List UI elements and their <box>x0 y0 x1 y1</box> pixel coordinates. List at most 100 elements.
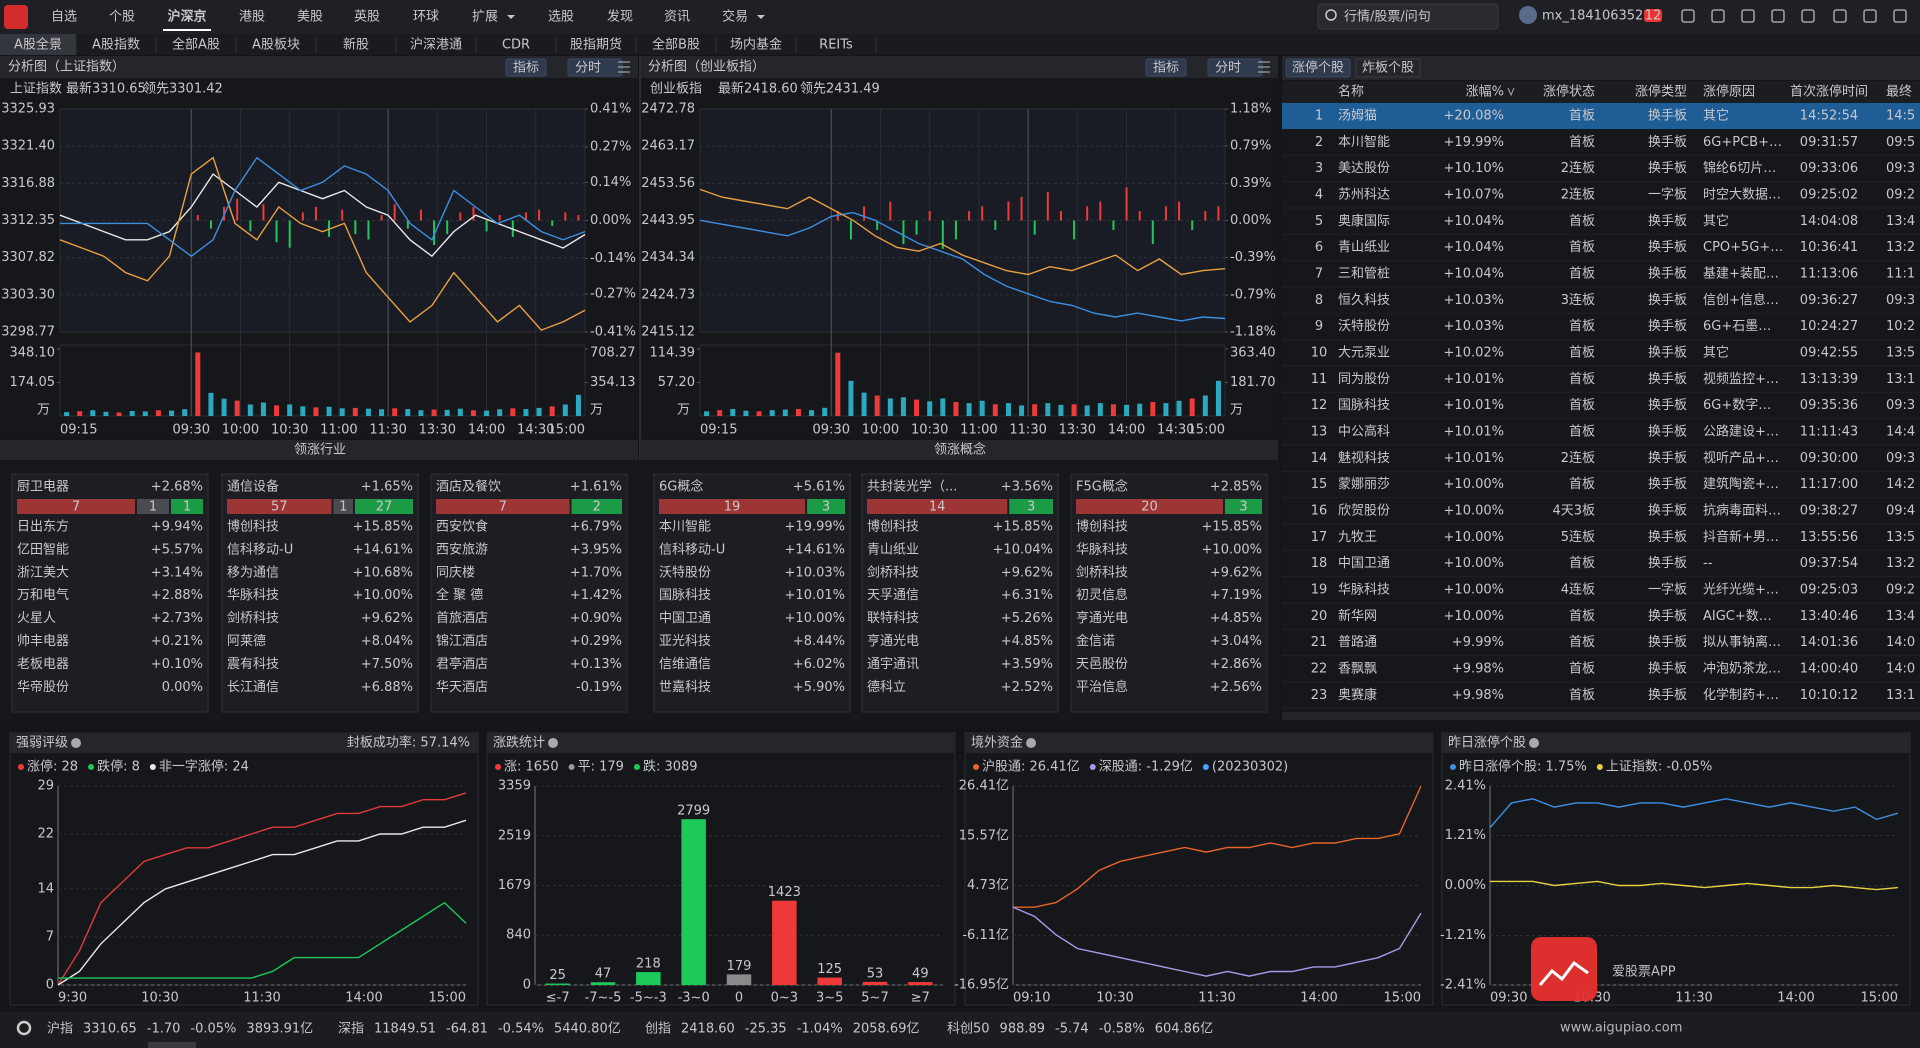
stock-name[interactable]: 世嘉科技 <box>659 680 711 695</box>
stock-name[interactable]: 华脉科技 <box>1076 542 1128 557</box>
index-name[interactable]: 沪指 <box>47 1021 73 1037</box>
stock-name[interactable]: 亨通光电 <box>1076 610 1128 626</box>
nav-item[interactable]: 美股 <box>297 10 323 25</box>
column-header[interactable]: 名称 <box>1338 84 1364 100</box>
index-name[interactable]: 深指 <box>338 1022 364 1037</box>
column-header[interactable]: 最终 <box>1886 84 1912 100</box>
stock-name[interactable]: 日出东方 <box>17 519 69 535</box>
tab[interactable]: REITs <box>819 38 853 53</box>
toolbar-icon[interactable] <box>1771 9 1785 23</box>
stock-name[interactable]: 博创科技 <box>867 520 919 535</box>
panel-button[interactable] <box>1145 58 1187 77</box>
toolbar-icon[interactable] <box>1893 9 1907 23</box>
column-header[interactable]: 首次涨停时间 <box>1790 84 1868 100</box>
stock-name[interactable]: 长江通信 <box>227 680 279 695</box>
stock-name[interactable]: 恒久科技 <box>1338 293 1390 308</box>
stock-name[interactable]: 汤姆猫 <box>1338 109 1377 124</box>
stock-name[interactable]: 苏州科达 <box>1338 186 1390 202</box>
nav-item[interactable]: 扩展 <box>472 10 498 25</box>
info-icon[interactable] <box>548 738 559 748</box>
tab[interactable]: A股板块 <box>252 38 300 53</box>
stock-name[interactable]: 火星人 <box>17 611 56 626</box>
stock-name[interactable]: 万和电气 <box>17 587 69 603</box>
stock-name[interactable]: 欣贺股份 <box>1338 503 1390 518</box>
nav-item[interactable]: 环球 <box>413 10 439 25</box>
stock-name[interactable]: 君亭酒店 <box>436 656 488 672</box>
table-tab-label[interactable]: 涨停个股 <box>1292 60 1344 76</box>
stock-name[interactable]: 华天酒店 <box>436 680 488 695</box>
stock-name[interactable]: 移为通信 <box>227 565 279 580</box>
stock-name[interactable]: 本川智能 <box>1338 135 1390 150</box>
stock-name[interactable]: 青山纸业 <box>1338 240 1390 255</box>
panel-button-label[interactable]: 指标 <box>1153 61 1179 76</box>
stock-name[interactable]: 帅丰电器 <box>17 634 69 649</box>
stock-name[interactable]: 中国卫通 <box>659 611 711 626</box>
index-name[interactable]: 科创50 <box>947 1022 990 1037</box>
stock-name[interactable]: 同庆楼 <box>436 565 475 580</box>
menu-icon[interactable] <box>1258 61 1270 73</box>
stock-name[interactable]: 三和管桩 <box>1338 266 1390 281</box>
info-icon[interactable] <box>1026 738 1037 748</box>
stock-name[interactable]: 平治信息 <box>1076 679 1128 695</box>
stock-name[interactable]: 剑桥科技 <box>227 610 279 626</box>
stock-name[interactable]: 魅视科技 <box>1338 451 1390 466</box>
tab[interactable]: 股指期货 <box>570 37 622 53</box>
stock-name[interactable]: 美达股份 <box>1338 161 1390 176</box>
stock-name[interactable]: 沃特股份 <box>659 565 711 580</box>
stock-name[interactable]: 西安旅游 <box>436 542 488 557</box>
stock-name[interactable]: 香飘飘 <box>1338 661 1377 676</box>
stock-name[interactable]: 天邑股份 <box>1076 657 1128 672</box>
toolbar-icon[interactable] <box>1711 9 1725 23</box>
search-box[interactable] <box>1317 3 1499 30</box>
stock-name[interactable]: 剑桥科技 <box>1076 564 1128 580</box>
tab[interactable]: CDR <box>502 38 530 53</box>
index-name[interactable]: 创指 <box>645 1022 671 1037</box>
toolbar-icon[interactable] <box>1833 9 1847 23</box>
column-header[interactable]: 涨停状态 <box>1543 84 1595 100</box>
tab[interactable]: A股全景 <box>14 37 62 53</box>
toolbar-icon[interactable] <box>1681 9 1695 23</box>
stock-name[interactable]: 奥赛康 <box>1338 687 1377 703</box>
toolbar-icon[interactable] <box>1801 9 1815 23</box>
settings-icon[interactable] <box>16 1020 32 1036</box>
column-header[interactable]: 涨停类型 <box>1635 84 1687 100</box>
tab[interactable]: A股指数 <box>92 38 140 53</box>
stock-name[interactable]: 德科立 <box>867 680 906 695</box>
toolbar-icon[interactable] <box>1741 9 1755 23</box>
stock-name[interactable]: 天孚通信 <box>867 588 919 603</box>
nav-item[interactable]: 交易 <box>722 9 748 25</box>
column-header[interactable]: 涨停原因 <box>1703 84 1755 100</box>
table-tab[interactable] <box>1355 58 1421 78</box>
stock-name[interactable]: 普路通 <box>1338 634 1377 650</box>
stock-name[interactable]: 沃特股份 <box>1338 319 1390 334</box>
tab[interactable]: 新股 <box>343 37 369 53</box>
stock-name[interactable]: 剑桥科技 <box>867 564 919 580</box>
tab[interactable]: 场内基金 <box>730 37 782 53</box>
menu-icon[interactable] <box>618 61 630 73</box>
nav-item[interactable]: 自选 <box>51 10 77 25</box>
stock-name[interactable]: 亿田智能 <box>17 542 69 557</box>
stock-name[interactable]: 震有科技 <box>227 657 279 672</box>
stock-name[interactable]: 浙江美大 <box>17 565 69 580</box>
stock-name[interactable]: 亚光科技 <box>659 634 711 649</box>
stock-name[interactable]: 国脉科技 <box>659 588 711 603</box>
user-name[interactable]: mx_184106352 <box>1542 9 1643 24</box>
stock-name[interactable]: 西安饮食 <box>436 519 488 535</box>
stock-name[interactable]: 奥康国际 <box>1338 213 1390 229</box>
stock-name[interactable]: 亨通光电 <box>867 633 919 649</box>
nav-item[interactable]: 沪深京 <box>167 9 206 25</box>
row-selected[interactable] <box>1282 103 1920 129</box>
column-header[interactable]: 涨幅% <box>1466 85 1504 100</box>
stock-name[interactable]: 联特科技 <box>867 611 919 626</box>
tab[interactable]: 沪深港通 <box>410 37 462 53</box>
info-icon[interactable] <box>71 738 82 748</box>
panel-button-label[interactable]: 分时 <box>575 61 601 76</box>
stock-name[interactable]: 锦江酒店 <box>436 634 488 649</box>
stock-name[interactable]: 国脉科技 <box>1338 398 1390 413</box>
nav-item[interactable]: 发现 <box>607 9 633 25</box>
stock-name[interactable]: 老板电器 <box>17 657 69 672</box>
stock-name[interactable]: 金信诺 <box>1076 633 1115 649</box>
nav-item[interactable]: 个股 <box>109 10 135 25</box>
stock-name[interactable]: 全 聚 德 <box>436 587 483 603</box>
stock-name[interactable]: 华脉科技 <box>227 588 279 603</box>
